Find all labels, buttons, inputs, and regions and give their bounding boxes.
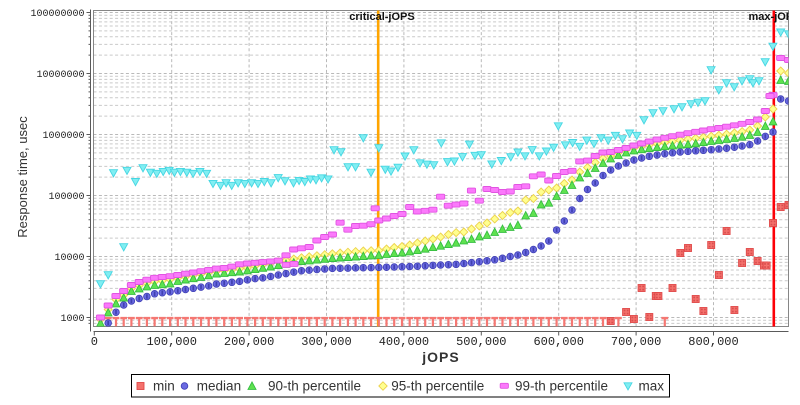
svg-text:400,000: 400,000 [379,335,429,349]
svg-text:99-th percentile: 99-th percentile [515,379,608,394]
svg-text:700,000: 700,000 [611,335,661,349]
svg-text:10000000: 10000000 [36,70,84,81]
svg-text:1000: 1000 [60,314,84,325]
svg-text:100000000: 100000000 [30,9,84,20]
svg-text:200,000: 200,000 [224,335,274,349]
svg-text:100000: 100000 [48,192,84,203]
svg-text:10000: 10000 [54,253,84,264]
svg-text:jOPS: jOPS [421,349,459,365]
svg-text:500,000: 500,000 [456,335,506,349]
svg-text:median: median [197,379,241,394]
svg-text:max-jOPS: max-jOPS [749,11,800,23]
svg-text:100,000: 100,000 [146,335,196,349]
svg-text:critical-jOPS: critical-jOPS [349,11,414,23]
svg-text:95-th percentile: 95-th percentile [391,379,484,394]
svg-text:min: min [153,379,175,394]
svg-text:90-th percentile: 90-th percentile [268,379,361,394]
svg-text:800,000: 800,000 [688,335,738,349]
svg-text:max: max [639,379,665,394]
svg-text:0: 0 [91,335,98,349]
svg-text:300,000: 300,000 [301,335,351,349]
svg-text:Response time, usec: Response time, usec [15,116,30,238]
svg-text:1000000: 1000000 [42,131,84,142]
svg-text:600,000: 600,000 [533,335,583,349]
